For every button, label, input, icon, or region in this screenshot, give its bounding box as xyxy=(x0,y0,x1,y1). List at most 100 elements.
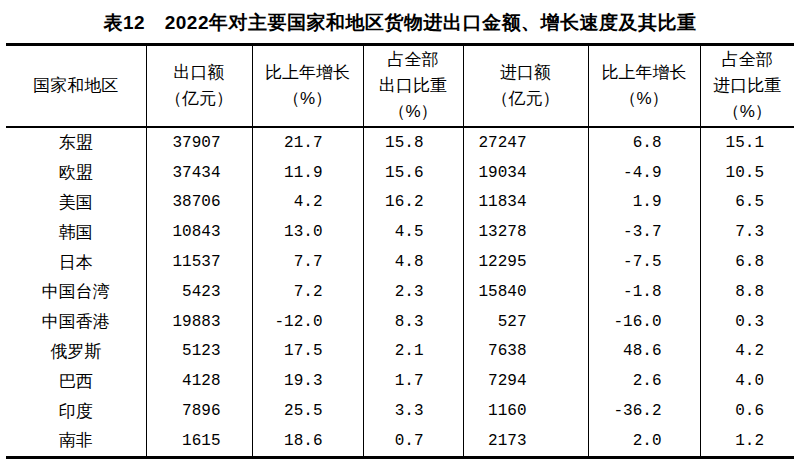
header-row: 国家和地区 出口额 （亿元） 比上年增长 （%） 占全部 出口比重 （%） 进口… xyxy=(6,45,794,128)
header-line: 进口比重 xyxy=(701,73,795,99)
export-value-cell: 11537 xyxy=(146,247,252,277)
column-header-import-value: 进口额 （亿元） xyxy=(463,45,588,128)
table-row: 印度 7896 25.5 3.3 1160 -36.2 0.6 xyxy=(6,396,794,426)
region-cell: 俄罗斯 xyxy=(6,337,146,367)
import-value-cell: 19034 xyxy=(463,158,588,188)
region-cell: 中国香港 xyxy=(6,307,146,337)
import-share-cell: 8.8 xyxy=(700,277,794,307)
import-growth-cell: 6.8 xyxy=(588,127,700,158)
import-share-cell: 15.1 xyxy=(700,127,794,158)
import-value-cell: 27247 xyxy=(463,127,588,158)
region-cell: 巴西 xyxy=(6,366,146,396)
export-growth-cell: 25.5 xyxy=(252,396,363,426)
export-growth-cell: 21.7 xyxy=(252,127,363,158)
column-header-import-share: 占全部 进口比重 （%） xyxy=(700,45,794,128)
import-growth-cell: -3.7 xyxy=(588,217,700,247)
region-cell: 印度 xyxy=(6,396,146,426)
export-value-cell: 5423 xyxy=(146,277,252,307)
table-row: 巴西 4128 19.3 1.7 7294 2.6 4.0 xyxy=(6,366,794,396)
table-row: 美国 38706 4.2 16.2 11834 1.9 6.5 xyxy=(6,188,794,218)
export-share-cell: 16.2 xyxy=(363,188,463,218)
export-share-cell: 15.6 xyxy=(363,158,463,188)
header-line: 占全部 xyxy=(701,47,795,73)
import-value-cell: 1160 xyxy=(463,396,588,426)
export-share-cell: 1.7 xyxy=(363,366,463,396)
page-title: 表12 2022年对主要国家和地区货物进出口金额、增长速度及其比重 xyxy=(0,0,800,43)
header-line: 占全部 xyxy=(364,47,463,73)
table-row: 日本 11537 7.7 4.8 12295 -7.5 6.8 xyxy=(6,247,794,277)
export-share-cell: 4.8 xyxy=(363,247,463,277)
import-growth-cell: 2.6 xyxy=(588,366,700,396)
region-cell: 南非 xyxy=(6,426,146,457)
import-growth-cell: 1.9 xyxy=(588,188,700,218)
header-line: （%） xyxy=(253,86,363,112)
export-share-cell: 8.3 xyxy=(363,307,463,337)
region-cell: 东盟 xyxy=(6,127,146,158)
region-cell: 中国台湾 xyxy=(6,277,146,307)
export-growth-cell: 19.3 xyxy=(252,366,363,396)
export-growth-cell: 7.7 xyxy=(252,247,363,277)
export-value-cell: 7896 xyxy=(146,396,252,426)
import-value-cell: 7294 xyxy=(463,366,588,396)
table-row: 中国香港 19883 -12.0 8.3 527 -16.0 0.3 xyxy=(6,307,794,337)
column-header-export-value: 出口额 （亿元） xyxy=(146,45,252,128)
import-value-cell: 15840 xyxy=(463,277,588,307)
region-cell: 欧盟 xyxy=(6,158,146,188)
import-value-cell: 7638 xyxy=(463,337,588,367)
header-line: 比上年增长 xyxy=(589,60,700,86)
table-row: 俄罗斯 5123 17.5 2.1 7638 48.6 4.2 xyxy=(6,337,794,367)
table-row: 东盟 37907 21.7 15.8 27247 6.8 15.1 xyxy=(6,127,794,158)
export-share-cell: 2.3 xyxy=(363,277,463,307)
column-header-export-growth: 比上年增长 （%） xyxy=(252,45,363,128)
import-value-cell: 12295 xyxy=(463,247,588,277)
export-share-cell: 15.8 xyxy=(363,127,463,158)
table-row: 韩国 10843 13.0 4.5 13278 -3.7 7.3 xyxy=(6,217,794,247)
export-value-cell: 37907 xyxy=(146,127,252,158)
header-line: 出口额 xyxy=(147,60,252,86)
header-line: 国家和地区 xyxy=(6,73,146,99)
export-growth-cell: 4.2 xyxy=(252,188,363,218)
import-value-cell: 11834 xyxy=(463,188,588,218)
export-growth-cell: 17.5 xyxy=(252,337,363,367)
header-line: 进口额 xyxy=(464,60,588,86)
export-value-cell: 5123 xyxy=(146,337,252,367)
region-cell: 美国 xyxy=(6,188,146,218)
export-share-cell: 3.3 xyxy=(363,396,463,426)
import-share-cell: 4.0 xyxy=(700,366,794,396)
import-value-cell: 13278 xyxy=(463,217,588,247)
import-value-cell: 2173 xyxy=(463,426,588,457)
import-growth-cell: -16.0 xyxy=(588,307,700,337)
column-header-region: 国家和地区 xyxy=(6,45,146,128)
export-growth-cell: 13.0 xyxy=(252,217,363,247)
table-row: 南非 1615 18.6 0.7 2173 2.0 1.2 xyxy=(6,426,794,457)
header-line: （%） xyxy=(364,99,463,125)
import-share-cell: 0.6 xyxy=(700,396,794,426)
table-row: 中国台湾 5423 7.2 2.3 15840 -1.8 8.8 xyxy=(6,277,794,307)
export-growth-cell: -12.0 xyxy=(252,307,363,337)
export-growth-cell: 18.6 xyxy=(252,426,363,457)
import-share-cell: 7.3 xyxy=(700,217,794,247)
import-share-cell: 10.5 xyxy=(700,158,794,188)
column-header-export-share: 占全部 出口比重 （%） xyxy=(363,45,463,128)
export-share-cell: 4.5 xyxy=(363,217,463,247)
header-line: （%） xyxy=(701,99,795,125)
export-value-cell: 38706 xyxy=(146,188,252,218)
data-table: 国家和地区 出口额 （亿元） 比上年增长 （%） 占全部 出口比重 （%） 进口… xyxy=(6,43,794,459)
export-value-cell: 4128 xyxy=(146,366,252,396)
header-line: 比上年增长 xyxy=(253,60,363,86)
import-growth-cell: -4.9 xyxy=(588,158,700,188)
import-growth-cell: 48.6 xyxy=(588,337,700,367)
import-growth-cell: -36.2 xyxy=(588,396,700,426)
header-line: 出口比重 xyxy=(364,73,463,99)
export-value-cell: 1615 xyxy=(146,426,252,457)
header-line: （%） xyxy=(589,86,700,112)
export-share-cell: 0.7 xyxy=(363,426,463,457)
export-value-cell: 19883 xyxy=(146,307,252,337)
column-header-import-growth: 比上年增长 （%） xyxy=(588,45,700,128)
header-line: （亿元） xyxy=(147,86,252,112)
import-growth-cell: -1.8 xyxy=(588,277,700,307)
table-header: 国家和地区 出口额 （亿元） 比上年增长 （%） 占全部 出口比重 （%） 进口… xyxy=(6,45,794,128)
table-row: 欧盟 37434 11.9 15.6 19034 -4.9 10.5 xyxy=(6,158,794,188)
header-line: （亿元） xyxy=(464,86,588,112)
export-value-cell: 10843 xyxy=(146,217,252,247)
